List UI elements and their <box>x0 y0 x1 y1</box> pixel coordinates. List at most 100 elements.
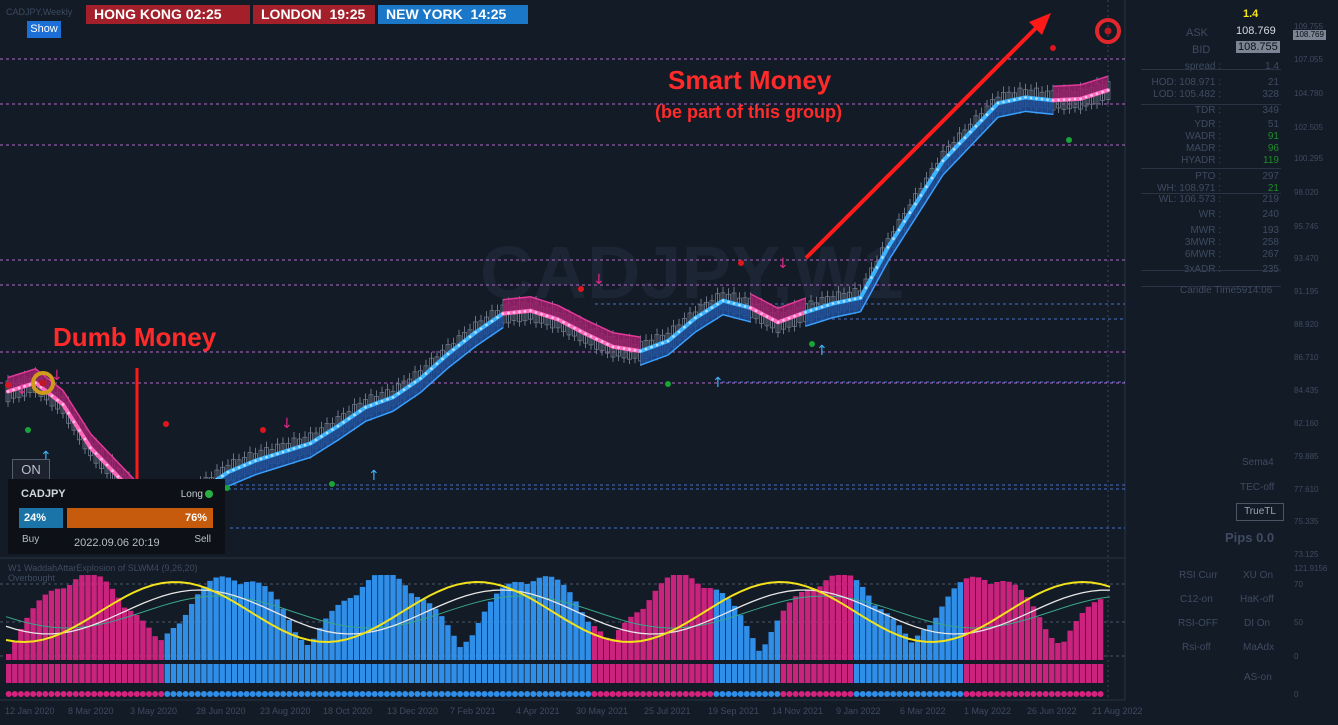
truetl-button[interactable]: TrueTL <box>1236 503 1284 521</box>
band-fill <box>1080 83 1086 99</box>
strip-bar <box>695 664 701 683</box>
histogram-bar <box>60 588 67 660</box>
trend-dot <box>809 309 813 312</box>
time-tick-label: 1 May 2022 <box>964 706 1011 716</box>
histogram-bar <box>1030 606 1037 660</box>
strip-bar <box>1085 664 1092 683</box>
strip-dot <box>1097 691 1104 697</box>
trend-dot <box>369 404 373 407</box>
band-fill <box>1086 81 1092 98</box>
strip-bar <box>341 664 347 683</box>
strip-bar <box>219 664 225 683</box>
strip-bar <box>725 664 732 683</box>
histogram-bar <box>158 640 164 660</box>
strip-dot <box>30 691 37 697</box>
trend-dot <box>716 302 719 306</box>
strip-bar <box>54 664 61 683</box>
strip-bar <box>353 664 360 683</box>
trend-dot <box>408 384 411 388</box>
strip-dot <box>487 691 494 697</box>
band-fill <box>805 310 811 327</box>
band-edge-line <box>535 297 542 301</box>
signal-dot-red <box>738 260 744 266</box>
band-edge-line <box>865 291 873 303</box>
band-fill <box>827 303 833 320</box>
strip-dot <box>731 691 738 697</box>
strip-bar <box>658 664 665 683</box>
strip-bar <box>329 664 335 683</box>
sentiment-direction: Long <box>180 489 203 500</box>
stat-value: 96 <box>1267 143 1279 154</box>
strip-dot <box>835 691 842 697</box>
band-edge-line <box>491 330 498 336</box>
strip-bar <box>573 664 579 683</box>
trend-dot <box>501 312 505 315</box>
strip-bar <box>768 664 774 683</box>
strip-dot <box>896 691 903 697</box>
trend-dot <box>721 299 725 302</box>
strip-bar <box>164 664 170 683</box>
strip-dot <box>1048 691 1055 697</box>
histogram-bar <box>829 575 835 660</box>
histogram-bar <box>420 599 427 660</box>
trend-dot <box>595 337 598 341</box>
strip-bar <box>536 664 543 683</box>
trend-dot <box>78 429 81 432</box>
strip-dot <box>402 691 409 697</box>
histogram-bar <box>189 603 195 660</box>
band-fill <box>1047 99 1053 115</box>
band-edge-line <box>816 320 823 324</box>
strip-dot <box>66 691 73 697</box>
histogram-bar <box>677 575 683 660</box>
show-button[interactable]: Show <box>27 21 61 38</box>
histogram-bar <box>628 616 634 660</box>
strip-bar <box>487 664 494 683</box>
band-edge-line <box>881 260 889 272</box>
strip-bar <box>591 664 597 683</box>
band-edge-line <box>376 414 383 419</box>
strip-bar <box>372 664 378 683</box>
strip-bar <box>561 664 567 683</box>
status-dot-icon <box>205 490 213 498</box>
band-fill <box>739 304 745 321</box>
strip-dot <box>591 691 598 697</box>
band-edge-line <box>827 316 834 320</box>
histogram-bar <box>914 635 921 660</box>
trend-dot <box>556 318 560 321</box>
strip-bar <box>866 664 872 683</box>
down-arrow-icon: ↓ <box>593 272 605 288</box>
xu-on-label: XU On <box>1243 570 1274 581</box>
band-edge-line <box>1014 111 1021 115</box>
time-tick-label: 9 Jan 2022 <box>836 706 881 716</box>
strip-bar <box>268 664 274 683</box>
trend-dot <box>375 401 378 405</box>
trend-dot <box>831 302 835 305</box>
rsi-curr-label: RSI Curr <box>1179 570 1218 581</box>
band-edge-line <box>684 336 691 342</box>
band-edge-line <box>436 372 443 379</box>
trend-dot <box>1035 97 1038 100</box>
histogram-bar <box>213 577 219 660</box>
on-toggle-button[interactable]: ON <box>12 459 50 481</box>
strip-dot <box>871 691 878 697</box>
histogram-bar <box>616 630 622 660</box>
strip-bar <box>195 664 201 683</box>
band-edge-line <box>271 467 278 471</box>
histogram-bar <box>951 588 957 660</box>
strip-dot <box>444 691 451 697</box>
stat-row: MADR : 96 <box>1141 143 1279 154</box>
band-edge-line <box>106 450 114 458</box>
trend-dot <box>881 256 884 259</box>
strip-bar <box>835 664 841 683</box>
trend-dot <box>925 185 928 189</box>
strip-bar <box>1006 664 1012 683</box>
strip-dot <box>597 691 604 697</box>
band-edge-line <box>755 296 762 301</box>
trend-dot <box>424 372 428 375</box>
strip-bar <box>744 664 750 683</box>
band-edge-line <box>887 252 895 262</box>
trend-dot <box>430 367 433 371</box>
ask-label: ASK <box>1186 27 1209 39</box>
band-edge-line <box>799 297 806 301</box>
